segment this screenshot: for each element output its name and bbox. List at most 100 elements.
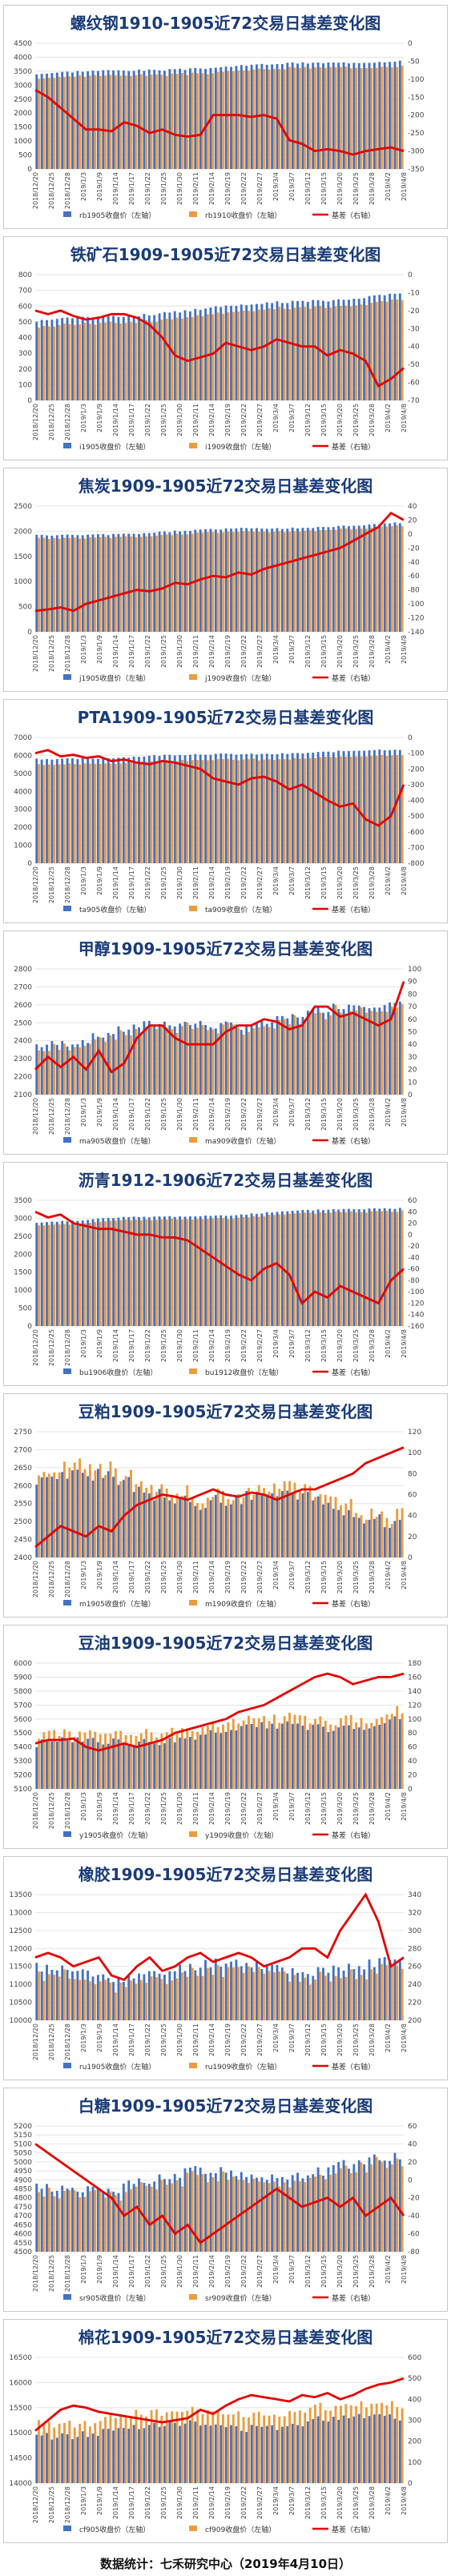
- x-tick: 2019/1/14: [112, 2255, 119, 2288]
- far-bar: [263, 1715, 266, 1789]
- near-bar: [316, 299, 320, 400]
- far-bar: [63, 76, 66, 169]
- far-bar: [314, 1213, 316, 1326]
- near-bar: [117, 2192, 120, 2252]
- near-bar: [348, 299, 350, 400]
- x-tick: 2019/1/22: [144, 2255, 151, 2288]
- near-bar: [337, 1509, 340, 1557]
- x-tick: 2019/3/4: [272, 2023, 280, 2052]
- far-bar: [206, 760, 209, 863]
- far-bar: [248, 1217, 250, 1326]
- x-tick: 2019/1/30: [176, 635, 183, 668]
- far-bar: [344, 1503, 348, 1557]
- near-bar: [40, 1739, 43, 1789]
- far-bar: [99, 1464, 102, 1557]
- far-bar: [314, 2176, 316, 2252]
- near-bar: [219, 1023, 223, 1095]
- far-bar: [360, 304, 363, 400]
- y-left-tick: 4800: [14, 2195, 32, 2203]
- far-bar: [268, 2183, 271, 2252]
- y-right-tick: 20: [408, 516, 417, 524]
- near-bar: [363, 750, 366, 863]
- far-bar: [390, 1212, 393, 1326]
- far-bar: [319, 2174, 322, 2252]
- near-bar: [250, 528, 253, 632]
- near-bar: [372, 1726, 376, 1789]
- near-bar: [256, 1726, 258, 1789]
- far-bar: [298, 67, 301, 169]
- x-tick: 2019/1/17: [128, 404, 135, 436]
- near-bar: [71, 1044, 74, 1095]
- far-bar: [196, 1731, 199, 1789]
- near-bar: [230, 2170, 232, 2252]
- near-bar: [158, 2174, 161, 2252]
- near-bar: [188, 1024, 191, 1095]
- far-bar: [308, 758, 312, 863]
- far-bar: [165, 534, 168, 632]
- far-bar: [232, 532, 235, 632]
- near-bar: [348, 1725, 350, 1789]
- far-bar: [272, 2181, 276, 2252]
- near-bar: [81, 1742, 84, 1789]
- far-bar: [53, 1472, 56, 1557]
- x-tick: 2019/3/7: [288, 1792, 296, 1821]
- far-bar: [385, 1965, 389, 2020]
- far-bar: [201, 1024, 204, 1095]
- x-tick: 2019/1/22: [144, 1792, 151, 1825]
- x-tick: 2019/1/14: [112, 2486, 119, 2519]
- far-bar: [119, 2200, 123, 2252]
- near-bar: [102, 316, 105, 400]
- x-tick: 2019/2/19: [224, 866, 232, 899]
- y-right-tick: 200: [408, 2438, 421, 2446]
- x-tick: 2019/1/9: [96, 1329, 103, 1358]
- near-bar: [368, 524, 371, 632]
- near-bar: [286, 1973, 289, 2020]
- far-bar: [47, 2421, 50, 2483]
- y-left-tick: 5000: [14, 770, 32, 778]
- far-bar: [42, 1051, 46, 1095]
- near-bar: [291, 527, 294, 632]
- near-bar: [50, 2191, 54, 2252]
- near-bar: [378, 62, 381, 169]
- near-bar: [389, 1719, 392, 1789]
- y-left-tick: 4500: [14, 2248, 32, 2257]
- x-tick: 2019/3/28: [368, 866, 376, 899]
- near-bar: [271, 2174, 274, 2252]
- near-bar: [107, 535, 110, 632]
- near-bar: [291, 2175, 294, 2252]
- near-bar: [107, 2429, 110, 2483]
- basis-line: [34, 1892, 405, 1982]
- near-bar: [153, 2181, 156, 2252]
- svg-text:y1909收盘价（左轴）: y1909收盘价（左轴）: [205, 1831, 278, 1840]
- svg-text:基差（右轴）: 基差（右轴）: [332, 2525, 375, 2534]
- near-bar: [194, 1023, 197, 1095]
- chart-svg: PTA1909-1905近72交易日基差变化图01000200030004000…: [3, 699, 448, 923]
- near-bar: [35, 1963, 38, 2020]
- far-bar: [104, 2197, 107, 2252]
- near-bar: [260, 2426, 264, 2483]
- legend-item: bu1906收盘价（左轴）: [63, 1368, 157, 1377]
- x-tick: 2019/2/19: [224, 635, 232, 668]
- far-bar: [58, 1224, 61, 1326]
- near-bar: [127, 1975, 131, 2020]
- far-bar: [319, 1716, 322, 1789]
- chart-title: 豆粕1909-1905近72交易日基差变化图: [79, 1402, 372, 1421]
- far-bar: [385, 66, 389, 169]
- near-bar: [348, 2417, 350, 2483]
- x-tick: 2019/1/30: [176, 866, 183, 899]
- near-bar: [363, 2417, 366, 2483]
- far-bar: [319, 1494, 322, 1557]
- far-bar: [130, 1220, 132, 1326]
- near-bar: [163, 2179, 166, 2252]
- far-bar: [109, 1982, 112, 2020]
- far-bar: [109, 537, 112, 632]
- x-tick: 2019/4/2: [385, 1792, 392, 1821]
- near-bar: [163, 1216, 166, 1326]
- near-bar: [61, 1220, 64, 1326]
- far-bar: [283, 2416, 286, 2483]
- x-tick: 2019/3/7: [288, 2023, 296, 2052]
- far-bar: [99, 1734, 102, 1789]
- near-bar: [276, 1496, 279, 1557]
- near-bar: [153, 315, 156, 400]
- y-left-tick: 7000: [14, 734, 32, 742]
